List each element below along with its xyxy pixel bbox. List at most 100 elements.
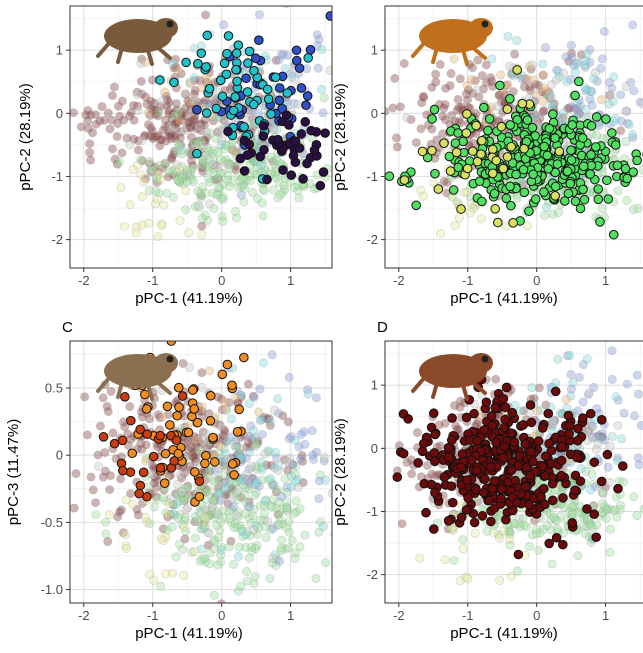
background-point: [416, 124, 426, 134]
background-point: [136, 170, 146, 180]
points: [392, 346, 643, 586]
highlight-point: [562, 166, 573, 177]
background-point: [440, 418, 450, 428]
background-point: [205, 177, 215, 187]
background-point: [597, 488, 607, 498]
background-point: [525, 82, 535, 92]
background-point: [469, 203, 479, 213]
background-point: [487, 76, 497, 86]
highlight-point: [417, 146, 428, 157]
background-point: [297, 450, 307, 460]
background-point: [258, 184, 268, 194]
background-point: [161, 532, 171, 542]
background-point: [282, 504, 292, 514]
background-point: [610, 113, 620, 123]
background-point: [197, 213, 207, 223]
highlight-point: [508, 505, 518, 516]
background-point: [533, 406, 543, 416]
y-tick-label: -2: [366, 567, 378, 582]
highlight-point: [628, 167, 639, 177]
background-point: [103, 537, 113, 547]
background-point: [233, 182, 243, 192]
highlight-point: [234, 404, 245, 415]
background-point: [216, 496, 226, 506]
background-point: [133, 161, 143, 171]
highlight-point: [222, 359, 233, 370]
background-point: [510, 49, 520, 59]
background-point: [51, 138, 59, 146]
background-point: [244, 553, 254, 563]
highlight-point: [173, 448, 184, 459]
background-point: [91, 498, 101, 508]
background-point: [606, 90, 616, 100]
background-point: [152, 475, 162, 485]
background-point: [566, 40, 576, 50]
background-point: [555, 72, 565, 82]
background-point: [269, 494, 279, 504]
background-point: [601, 504, 611, 514]
background-point: [531, 524, 541, 534]
background-point: [183, 481, 193, 491]
background-point: [583, 390, 593, 400]
background-point: [628, 204, 638, 214]
highlight-point: [430, 429, 440, 440]
highlight-point: [543, 163, 554, 174]
background-point: [621, 82, 631, 92]
background-point: [177, 115, 187, 125]
background-point: [213, 483, 223, 493]
highlight-point: [550, 133, 560, 143]
background-point: [156, 581, 166, 591]
x-tick-label: -1: [462, 608, 474, 623]
background-point: [217, 211, 227, 221]
background-point: [179, 496, 189, 506]
background-point: [210, 175, 220, 185]
background-point: [603, 462, 613, 472]
background-point: [153, 106, 163, 116]
background-point: [296, 429, 306, 439]
background-point: [197, 368, 207, 378]
background-point: [190, 442, 200, 452]
background-point: [219, 444, 229, 454]
background-point: [208, 188, 218, 198]
background-point: [110, 154, 120, 164]
background-point: [201, 10, 211, 20]
background-point: [445, 81, 455, 91]
x-tick-label: 0: [218, 273, 225, 288]
background-point: [215, 183, 225, 193]
background-point: [243, 484, 253, 494]
background-point: [221, 449, 231, 459]
background-point: [166, 129, 176, 139]
highlight-point: [548, 495, 558, 506]
highlight-point: [426, 479, 437, 490]
highlight-point: [278, 165, 288, 175]
highlight-point: [495, 80, 505, 91]
background-point: [171, 62, 181, 72]
background-point: [257, 475, 267, 485]
background-point: [220, 427, 230, 437]
background-point: [121, 541, 131, 551]
background-point: [269, 123, 279, 133]
background-point: [312, 41, 322, 51]
highlight-point: [318, 167, 329, 177]
background-point: [172, 160, 182, 170]
background-point: [177, 170, 187, 180]
highlight-point: [591, 142, 601, 152]
background-point: [179, 570, 189, 580]
highlight-point: [550, 191, 560, 201]
highlight-point: [506, 200, 516, 211]
background-point: [125, 402, 135, 412]
background-point: [278, 519, 288, 529]
background-point: [476, 214, 486, 224]
background-point: [318, 522, 328, 532]
background-point: [395, 102, 405, 112]
background-point: [184, 362, 194, 372]
x-tick-label: -2: [393, 608, 405, 623]
y-tick-label: 0: [56, 106, 63, 121]
background-point: [231, 436, 241, 446]
highlight-point: [430, 168, 440, 179]
highlight-point: [155, 430, 166, 441]
background-point: [198, 158, 208, 168]
background-point: [204, 511, 214, 521]
background-point: [496, 70, 506, 80]
background-point: [217, 599, 226, 603]
